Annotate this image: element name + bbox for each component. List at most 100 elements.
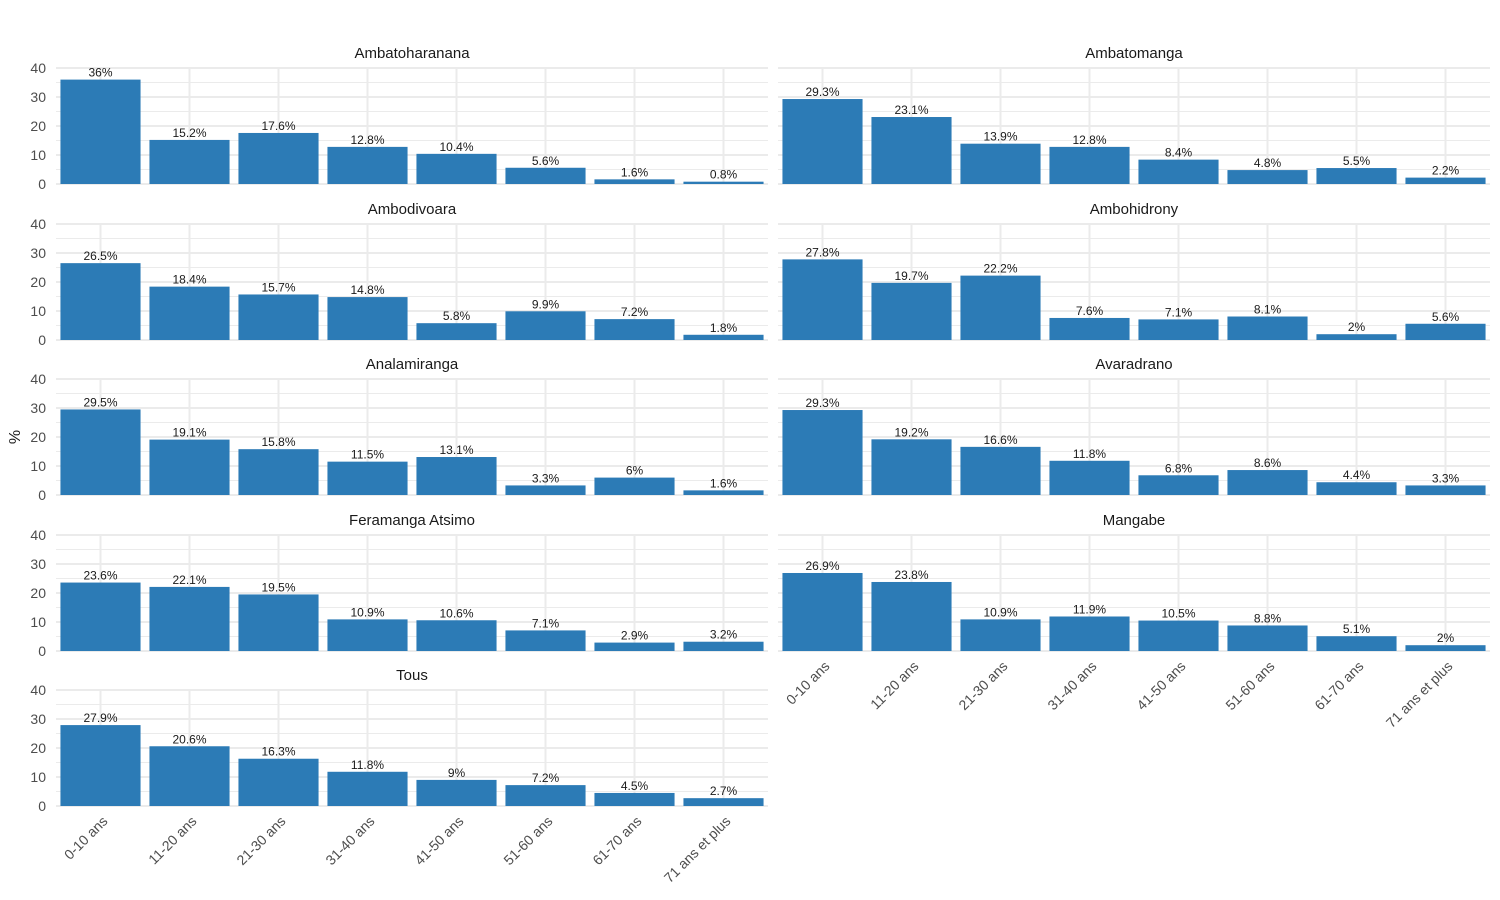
- bar-value-label: 14.8%: [350, 283, 384, 297]
- x-tick-label: 61-70 ans: [589, 813, 644, 868]
- bar-value-label: 26.5%: [83, 249, 117, 263]
- y-tick-label: 30: [30, 400, 46, 416]
- bar: [1227, 470, 1308, 495]
- y-tick-label: 30: [30, 89, 46, 105]
- bar: [505, 167, 586, 184]
- bar-value-label: 11.8%: [1073, 447, 1106, 461]
- bar: [594, 477, 675, 495]
- bar-value-label: 13.9%: [983, 130, 1017, 144]
- bar-value-label: 23.6%: [83, 569, 117, 583]
- x-tick-label: 21-30 ans: [233, 813, 288, 868]
- bar-value-label: 8.8%: [1254, 611, 1282, 625]
- facet-panel-mangabe: Mangabe 26.9% 23.8% 10.9% 11.9% 10.5% 8.8% 5.1%…: [778, 512, 1490, 731]
- bar-value-label: 4.4%: [1343, 468, 1371, 482]
- bar-value-label: 4.5%: [621, 779, 649, 793]
- bar-value-label: 6%: [626, 464, 644, 478]
- y-tick-label: 40: [30, 371, 46, 387]
- facet-title: Ambohidrony: [1090, 201, 1179, 218]
- bar-value-label: 29.5%: [83, 395, 117, 409]
- bar: [416, 323, 497, 340]
- bar-value-label: 5.8%: [443, 309, 471, 323]
- bar: [960, 143, 1041, 184]
- bar: [1138, 620, 1219, 651]
- bar: [149, 139, 230, 184]
- bar-value-label: 27.8%: [805, 245, 839, 259]
- bar-value-label: 2%: [1437, 631, 1455, 645]
- bar: [1405, 485, 1486, 495]
- y-axis-label: %: [7, 430, 24, 444]
- bar-value-label: 23.1%: [894, 103, 928, 117]
- bar: [1138, 159, 1219, 184]
- bar-value-label: 10.5%: [1161, 607, 1195, 621]
- bar-value-label: 19.1%: [172, 426, 206, 440]
- bar: [60, 725, 141, 806]
- bar: [238, 132, 319, 184]
- bar-value-label: 3.3%: [1432, 471, 1460, 485]
- bar: [1049, 616, 1130, 651]
- bar-value-label: 6.8%: [1165, 461, 1193, 475]
- x-tick-label: 31-40 ans: [322, 813, 377, 868]
- bar-value-label: 7.2%: [532, 771, 560, 785]
- bar: [782, 99, 863, 184]
- y-tick-label: 40: [30, 60, 46, 76]
- x-tick-label: 41-50 ans: [1133, 658, 1188, 713]
- facet-panel-ambatoharanana: Ambatoharanana 0 10 20 30 40 36% 15.2% 17.6% 12.8…: [30, 45, 768, 192]
- bar-value-label: 5.6%: [532, 154, 560, 168]
- bar: [505, 785, 586, 806]
- x-tick-label: 11-20 ans: [145, 813, 200, 868]
- bar: [238, 758, 319, 806]
- y-tick-label: 30: [30, 245, 46, 261]
- y-tick-label: 0: [38, 487, 46, 503]
- bar: [594, 792, 675, 806]
- x-tick-label: 21-30 ans: [955, 658, 1010, 713]
- x-tick-label: 71 ans et plus: [1383, 658, 1456, 731]
- bar-value-label: 36%: [88, 66, 112, 80]
- bar-value-label: 1.8%: [710, 321, 738, 335]
- y-tick-label: 0: [38, 798, 46, 814]
- bar-value-label: 7.2%: [621, 305, 649, 319]
- bar-value-label: 13.1%: [439, 443, 473, 457]
- facet-title: Tous: [396, 667, 428, 684]
- bar-value-label: 17.6%: [261, 119, 295, 133]
- bar: [1227, 625, 1308, 651]
- bar: [149, 439, 230, 495]
- bar-value-label: 11.9%: [1073, 602, 1106, 616]
- bar: [327, 771, 408, 806]
- facet-panel-ambodivoara: Ambodivoara 0 10 20 30 40 26.5% 18.4% 15.7% 14.8%…: [30, 201, 768, 348]
- y-tick-label: 40: [30, 682, 46, 698]
- bar-value-label: 19.2%: [894, 425, 928, 439]
- bar-value-label: 8.4%: [1165, 146, 1193, 160]
- bar: [327, 297, 408, 340]
- bar: [871, 439, 952, 495]
- bar: [60, 263, 141, 340]
- bar-value-label: 7.1%: [1165, 305, 1193, 319]
- bar-value-label: 19.5%: [261, 580, 295, 594]
- y-tick-label: 10: [30, 458, 46, 474]
- bar-value-label: 12.8%: [1072, 133, 1106, 147]
- y-tick-label: 10: [30, 147, 46, 163]
- facet-title: Ambatoharanana: [354, 45, 470, 62]
- bar-value-label: 16.3%: [261, 745, 295, 759]
- bar: [149, 746, 230, 806]
- y-tick-label: 0: [38, 176, 46, 192]
- bar-value-label: 10.9%: [350, 605, 384, 619]
- bar-value-label: 15.7%: [261, 280, 295, 294]
- bar: [782, 572, 863, 651]
- bar-value-label: 29.3%: [805, 396, 839, 410]
- bar-value-label: 11.5%: [351, 448, 384, 462]
- bar-value-label: 5.6%: [1432, 310, 1460, 324]
- y-tick-label: 20: [30, 429, 46, 445]
- bar-value-label: 8.1%: [1254, 303, 1282, 317]
- bar-value-label: 15.8%: [261, 435, 295, 449]
- x-tick-label: 51-60 ans: [500, 813, 555, 868]
- bar-value-label: 26.9%: [805, 559, 839, 573]
- bar: [238, 449, 319, 495]
- bar: [505, 630, 586, 651]
- bar: [683, 641, 764, 651]
- bar: [1049, 317, 1130, 340]
- bar-value-label: 2.7%: [710, 784, 738, 798]
- bar-value-label: 12.8%: [350, 133, 384, 147]
- bar-value-label: 20.6%: [172, 732, 206, 746]
- bar-value-label: 18.4%: [172, 273, 206, 287]
- bar: [594, 319, 675, 340]
